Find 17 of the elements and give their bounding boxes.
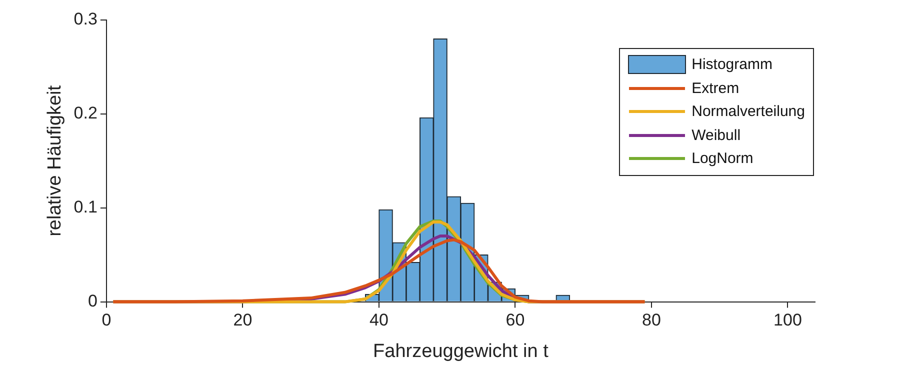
x-tick-label: 40 — [369, 310, 388, 330]
x-tick-label: 20 — [233, 310, 252, 330]
y-tick-label: 0.2 — [74, 104, 98, 123]
legend-label: Histogramm — [692, 56, 772, 74]
legend-label: Normalverteilung — [692, 103, 805, 120]
x-tick-label: 60 — [506, 310, 525, 330]
y-axis-title: relative Häufigkeit — [44, 84, 66, 236]
x-axis-title: Fahrzeuggewicht in t — [373, 340, 550, 362]
legend-label: Weibull — [692, 126, 741, 144]
y-tick-label: 0 — [88, 291, 98, 310]
legend-label: Extrem — [692, 80, 740, 97]
x-tick-label: 100 — [774, 310, 802, 330]
legend-label: LogNorm — [692, 150, 754, 168]
x-tick-label: 0 — [102, 310, 112, 330]
y-tick-label: 0.1 — [74, 198, 98, 217]
x-tick-label: 80 — [642, 310, 661, 330]
y-tick-label: 0.3 — [74, 10, 98, 29]
